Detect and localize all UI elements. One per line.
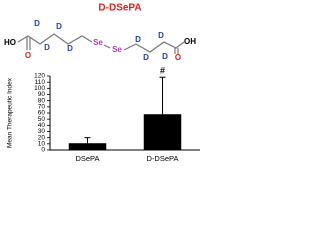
atom-label: D (158, 31, 164, 40)
atom-label: OH (184, 37, 196, 46)
atom-label: D (143, 53, 149, 62)
y-tick-label: 120 (34, 73, 45, 80)
atom-label: D (162, 52, 168, 61)
atom-label: D (67, 44, 73, 53)
y-tick-label: 110 (35, 79, 46, 86)
chart-title: D-DSePA (98, 3, 141, 14)
y-tick-label: 50 (38, 116, 46, 123)
y-tick-label: 0 (41, 147, 45, 154)
y-tick-label: 30 (38, 128, 46, 135)
x-tick-label: DSePA (75, 154, 99, 163)
bar (68, 143, 107, 150)
annotation: # (160, 66, 165, 76)
atom-label: Se (93, 38, 103, 47)
atom-label: O (175, 53, 181, 62)
y-tick-label: 80 (38, 97, 46, 104)
y-tick-label: 100 (34, 85, 45, 92)
x-tick-label: D-DSePA (147, 154, 179, 163)
y-tick-label: 10 (38, 141, 46, 148)
y-tick-label: 90 (38, 91, 46, 98)
y-tick-label: 40 (38, 122, 46, 129)
atom-label: D (56, 22, 62, 31)
bar (143, 114, 182, 150)
y-axis-label: Mean Therapeutic Index (7, 77, 14, 148)
atom-label: D (135, 35, 141, 44)
atom-label: D (34, 19, 40, 28)
y-tick-label: 60 (38, 110, 46, 117)
atom-label: D (44, 43, 50, 52)
atom-label: HO (4, 38, 16, 47)
atom-label: O (25, 51, 31, 60)
y-tick-label: 20 (38, 134, 46, 141)
atom-label: Se (112, 45, 122, 54)
molecule-bonds (17, 33, 185, 54)
y-tick-label: 70 (38, 104, 46, 111)
